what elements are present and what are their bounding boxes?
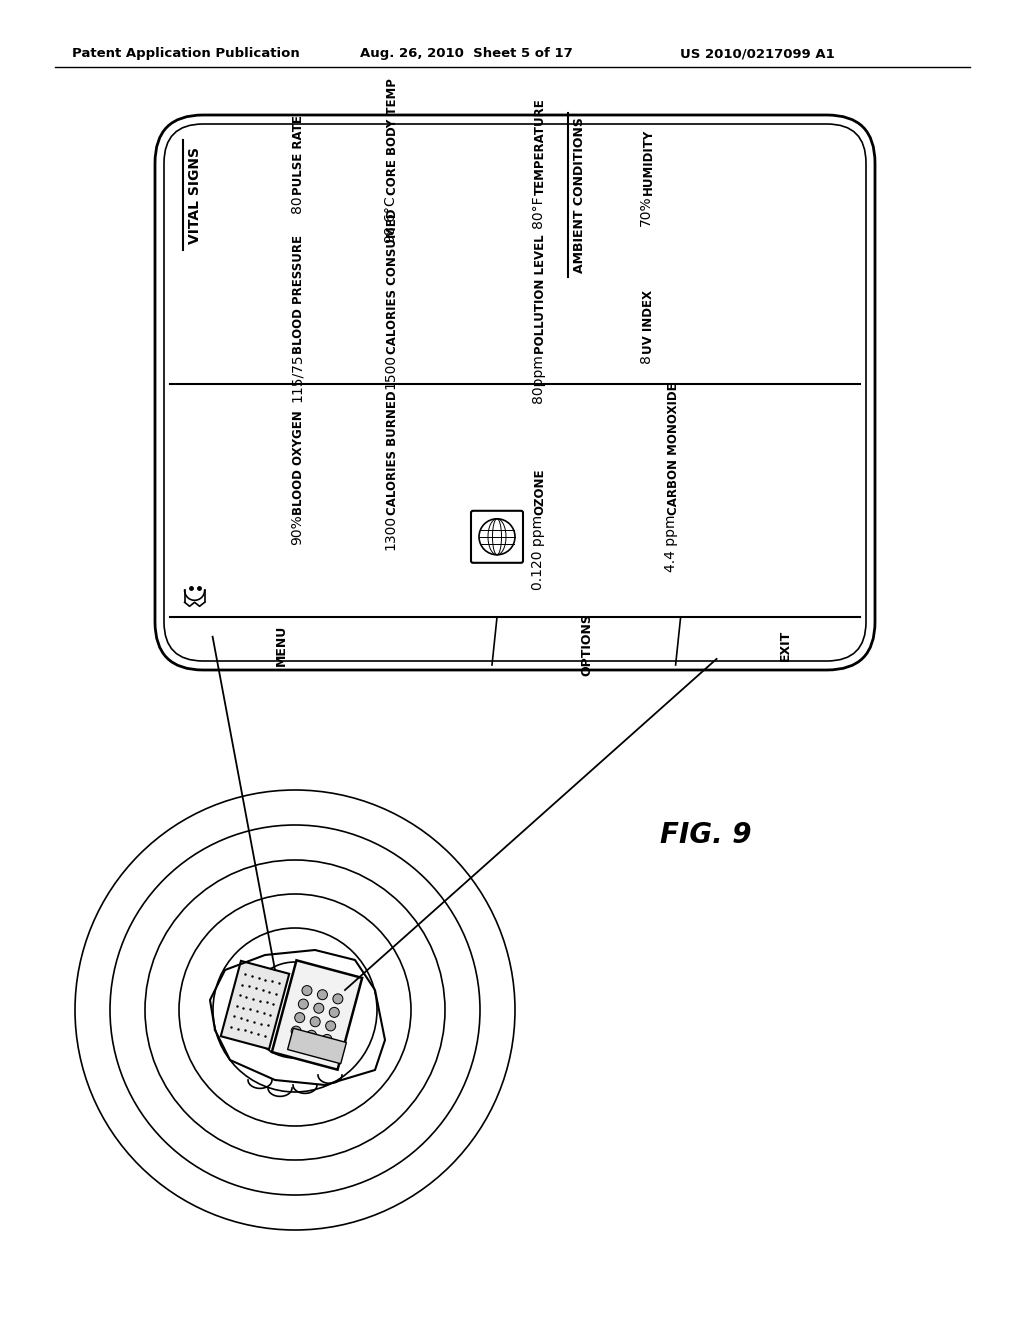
FancyBboxPatch shape [471, 511, 523, 562]
Text: AMBIENT CONDITIONS: AMBIENT CONDITIONS [573, 117, 587, 273]
Text: CARBON MONOXIDE: CARBON MONOXIDE [667, 381, 680, 515]
Circle shape [322, 1035, 332, 1044]
Text: 80°F: 80°F [531, 195, 545, 228]
Circle shape [291, 1026, 301, 1036]
Circle shape [330, 1007, 339, 1018]
Text: VITAL SIGNS: VITAL SIGNS [187, 147, 202, 244]
Polygon shape [288, 1028, 346, 1064]
FancyBboxPatch shape [164, 124, 866, 661]
Text: OPTIONS: OPTIONS [581, 614, 594, 676]
Text: UV INDEX: UV INDEX [642, 289, 654, 354]
Text: OZONE: OZONE [534, 469, 547, 515]
Text: Patent Application Publication: Patent Application Publication [72, 48, 300, 61]
Text: BLOOD PRESSURE: BLOOD PRESSURE [293, 235, 305, 354]
Text: CORE BODY TEMP: CORE BODY TEMP [386, 79, 399, 195]
Circle shape [310, 1016, 321, 1027]
Polygon shape [221, 961, 289, 1049]
Text: 80: 80 [290, 195, 304, 213]
Text: 98.6°C: 98.6°C [384, 195, 397, 243]
Text: BLOOD OXYGEN: BLOOD OXYGEN [293, 409, 305, 515]
Text: Aug. 26, 2010  Sheet 5 of 17: Aug. 26, 2010 Sheet 5 of 17 [360, 48, 572, 61]
Circle shape [326, 1020, 336, 1031]
Circle shape [295, 1012, 305, 1023]
Text: 115/75: 115/75 [290, 354, 304, 403]
Text: TEMPERATURE: TEMPERATURE [534, 99, 547, 195]
FancyBboxPatch shape [155, 115, 874, 671]
Text: CALORIES BURNED: CALORIES BURNED [386, 389, 399, 515]
Text: EXIT: EXIT [778, 630, 792, 660]
Text: 1300: 1300 [384, 515, 397, 549]
Text: 70%: 70% [639, 195, 653, 226]
Circle shape [333, 994, 343, 1003]
Circle shape [313, 1003, 324, 1014]
Text: FIG. 9: FIG. 9 [660, 821, 752, 849]
Text: 80ppm: 80ppm [531, 354, 545, 403]
Text: MENU: MENU [274, 624, 288, 665]
Text: 1500: 1500 [384, 354, 397, 389]
Text: 90%: 90% [290, 515, 304, 545]
Text: 8: 8 [639, 354, 653, 363]
Text: 4.4 ppm: 4.4 ppm [665, 515, 678, 572]
Circle shape [306, 1031, 316, 1040]
Text: PULSE RATE: PULSE RATE [293, 116, 305, 195]
Text: POLLUTION LEVEL: POLLUTION LEVEL [534, 234, 547, 354]
Text: CALORIES CONSUMED: CALORIES CONSUMED [386, 209, 399, 354]
Circle shape [317, 990, 328, 999]
Polygon shape [271, 961, 362, 1069]
Text: HUMIDITY: HUMIDITY [642, 129, 654, 195]
Circle shape [302, 986, 312, 995]
Text: 0.120 ppm: 0.120 ppm [531, 515, 545, 590]
Text: US 2010/0217099 A1: US 2010/0217099 A1 [680, 48, 835, 61]
Circle shape [298, 999, 308, 1008]
